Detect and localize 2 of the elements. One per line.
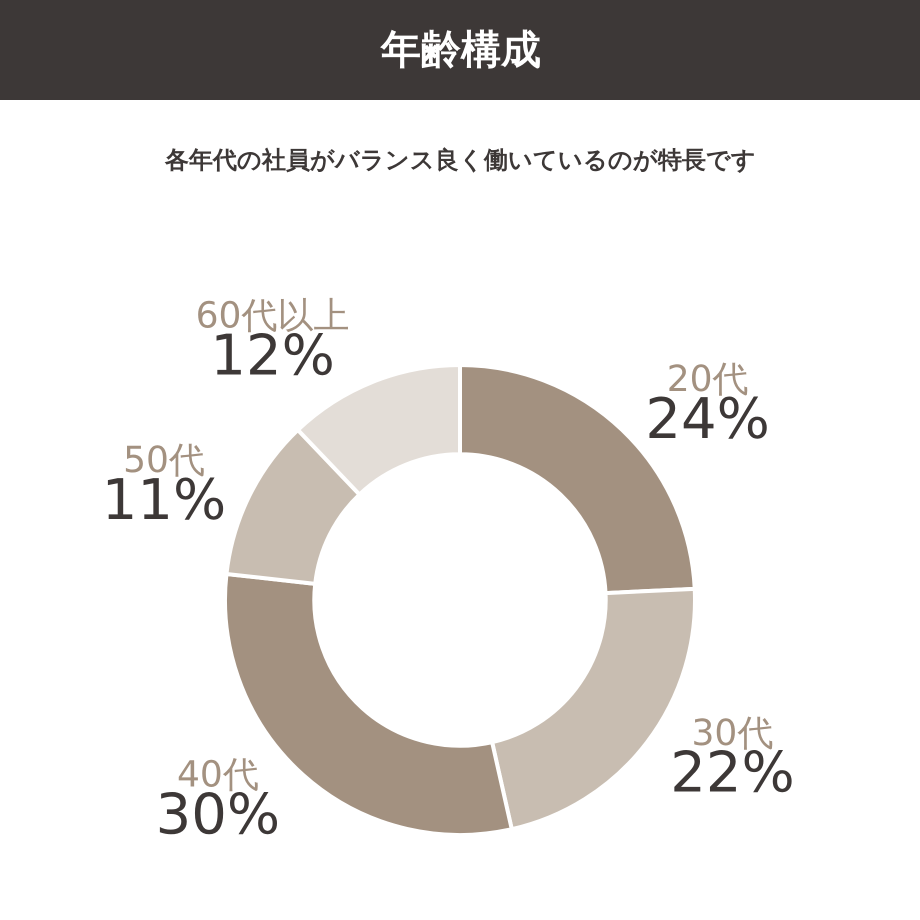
- chart-title: 年齢構成: [380, 27, 541, 73]
- chart-subtitle: 各年代の社員がバランス良く働いているのが特長です: [164, 146, 756, 174]
